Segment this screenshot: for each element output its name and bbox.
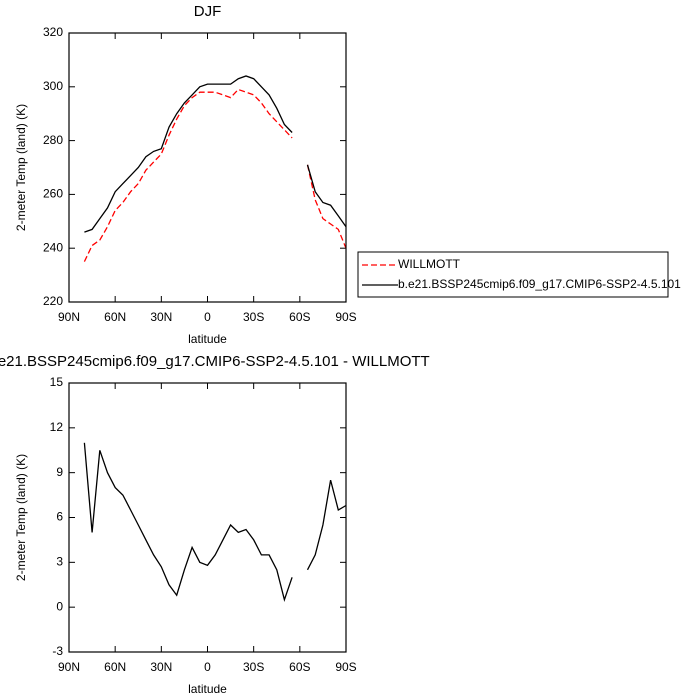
y-tick-label: 9 xyxy=(56,465,63,479)
data-line xyxy=(83,88,347,262)
data-line xyxy=(83,442,347,602)
y-tick-label: 220 xyxy=(43,294,63,308)
chart-title: DJF xyxy=(194,3,222,20)
x-axis-label: latitude xyxy=(188,332,227,346)
y-tick-label: 3 xyxy=(56,555,63,569)
legend-label: b.e21.BSSP245cmip6.f09_g17.CMIP6-SSP2-4.… xyxy=(398,277,681,291)
x-tick-label: 60S xyxy=(289,310,310,324)
y-tick-label: 260 xyxy=(43,187,63,201)
x-tick-label: 60S xyxy=(289,660,310,674)
legend-box xyxy=(357,251,669,298)
y-tick-label: -3 xyxy=(52,644,63,658)
y-tick-label: 240 xyxy=(43,240,63,254)
plot-frame xyxy=(68,382,347,653)
y-tick-label: 6 xyxy=(56,510,63,524)
x-tick-label: 0 xyxy=(204,660,211,674)
x-tick-label: 90S xyxy=(335,310,356,324)
plot-frame xyxy=(68,32,347,303)
chart-title: b.e21.BSSP245cmip6.f09_g17.CMIP6-SSP2-4.… xyxy=(0,353,430,370)
x-tick-label: 30N xyxy=(150,660,172,674)
y-tick-label: 280 xyxy=(43,133,63,147)
y-tick-label: 300 xyxy=(43,79,63,93)
y-axis-label: 2-meter Temp (land) (K) xyxy=(14,454,28,581)
data-line xyxy=(84,75,347,233)
x-tick-label: 90N xyxy=(58,660,80,674)
y-tick-label: 320 xyxy=(43,25,63,39)
x-tick-label: 30N xyxy=(150,310,172,324)
x-tick-label: 0 xyxy=(204,310,211,324)
y-tick-label: 12 xyxy=(50,420,64,434)
x-tick-label: 90S xyxy=(335,660,356,674)
y-tick-label: 0 xyxy=(56,599,63,613)
x-tick-label: 90N xyxy=(58,310,80,324)
y-axis-label: 2-meter Temp (land) (K) xyxy=(14,104,28,231)
x-tick-label: 60N xyxy=(104,660,126,674)
legend-label: WILLMOTT xyxy=(398,257,461,271)
x-tick-label: 30S xyxy=(243,310,264,324)
x-tick-label: 60N xyxy=(104,310,126,324)
x-tick-label: 30S xyxy=(243,660,264,674)
x-axis-label: latitude xyxy=(188,682,227,696)
y-tick-label: 15 xyxy=(50,375,64,389)
